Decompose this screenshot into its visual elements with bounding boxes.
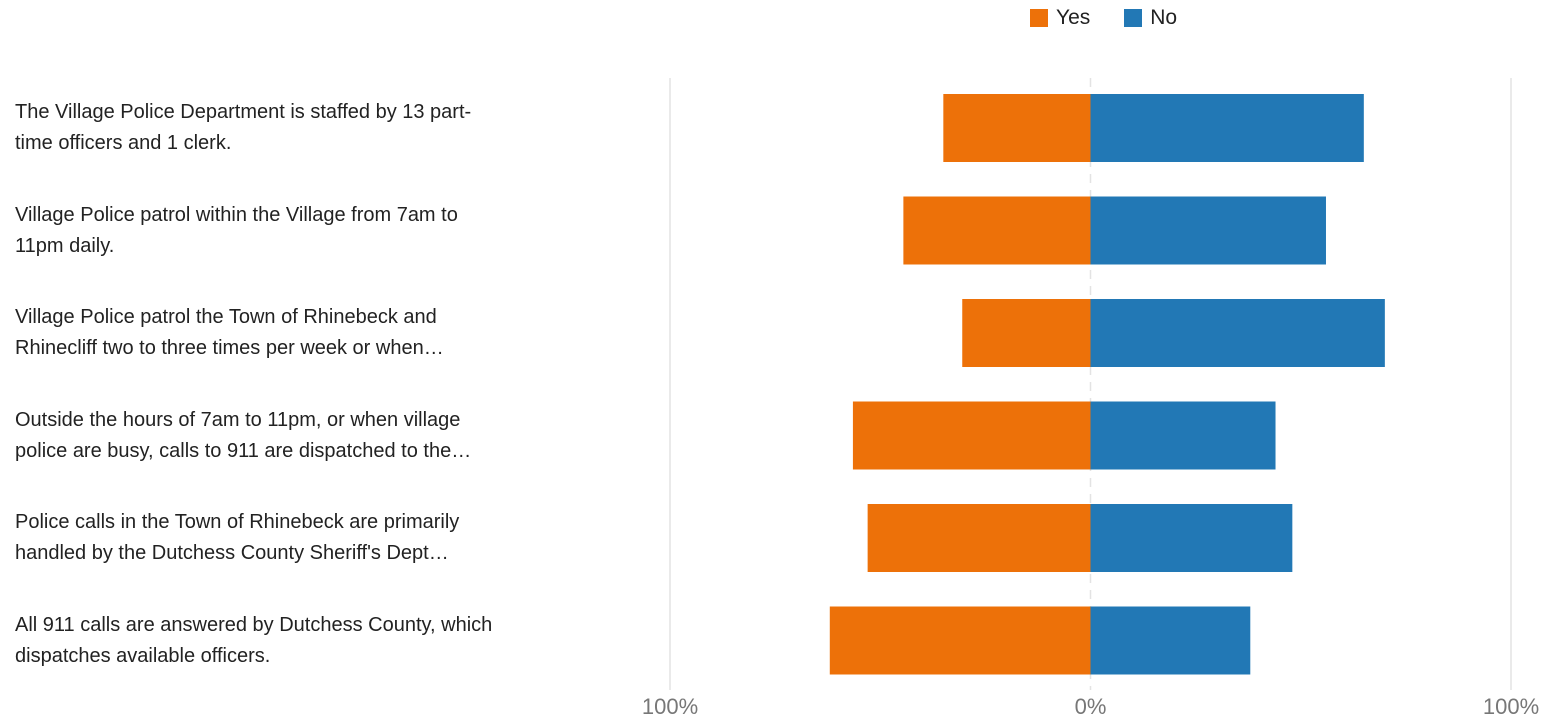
bar-no-5 [1090,606,1251,675]
category-labels: The Village Police Department is staffed… [0,0,640,722]
category-label-2: Village Police patrol the Town of Rhineb… [15,302,625,364]
legend-label-no: No [1150,6,1178,29]
bar-yes-3 [852,401,1091,470]
category-label-5: All 911 calls are answered by Dutchess C… [15,610,625,672]
bar-no-2 [1090,299,1385,367]
legend-item-no[interactable]: No [1124,6,1177,30]
legend-label-yes: Yes [1056,6,1091,29]
bar-no-3 [1090,401,1276,470]
bar-yes-1 [903,196,1091,265]
legend: Yes No [1030,6,1177,30]
legend-swatch-yes [1030,9,1048,27]
bar-yes-4 [867,504,1091,572]
category-label-3: Outside the hours of 7am to 11pm, or whe… [15,405,625,467]
category-label-line: Village Police patrol the Town of Rhineb… [15,306,437,328]
bar-no-4 [1090,504,1293,572]
category-label-line: police are busy, calls to 911 are dispat… [15,439,472,462]
category-label-1: Village Police patrol within the Village… [15,200,625,262]
category-label-line: All 911 calls are answered by Dutchess C… [15,613,493,636]
bar-yes-0 [943,94,1091,162]
category-label-line: Police calls in the Town of Rhinebeck ar… [15,511,460,533]
bar-yes-5 [829,606,1091,675]
category-label-line: dispatches available officers. [15,644,271,667]
category-label-line: Outside the hours of 7am to 11pm, or whe… [15,408,461,431]
category-label-line: time officers and 1 clerk. [15,132,232,154]
category-label-line: Rhinecliff two to three times per week o… [15,337,444,359]
category-label-line: 11pm daily. [15,234,115,257]
category-label-line: The Village Police Department is staffed… [15,101,472,123]
legend-item-yes[interactable]: Yes [1030,6,1090,30]
category-label-line: Village Police patrol within the Village… [15,203,458,226]
bar-no-0 [1090,94,1364,162]
tick-label-1: 0% [1075,694,1107,719]
bar-no-1 [1090,196,1326,265]
category-label-line: handled by the Dutchess County Sheriff's… [15,542,449,564]
category-label-0: The Village Police Department is staffed… [15,97,625,159]
bar-yes-2 [962,299,1091,367]
tick-label-0: 100% [642,694,698,719]
tick-label-2: 100% [1483,694,1539,719]
legend-swatch-no [1124,9,1143,27]
category-label-4: Police calls in the Town of Rhinebeck ar… [15,507,625,569]
